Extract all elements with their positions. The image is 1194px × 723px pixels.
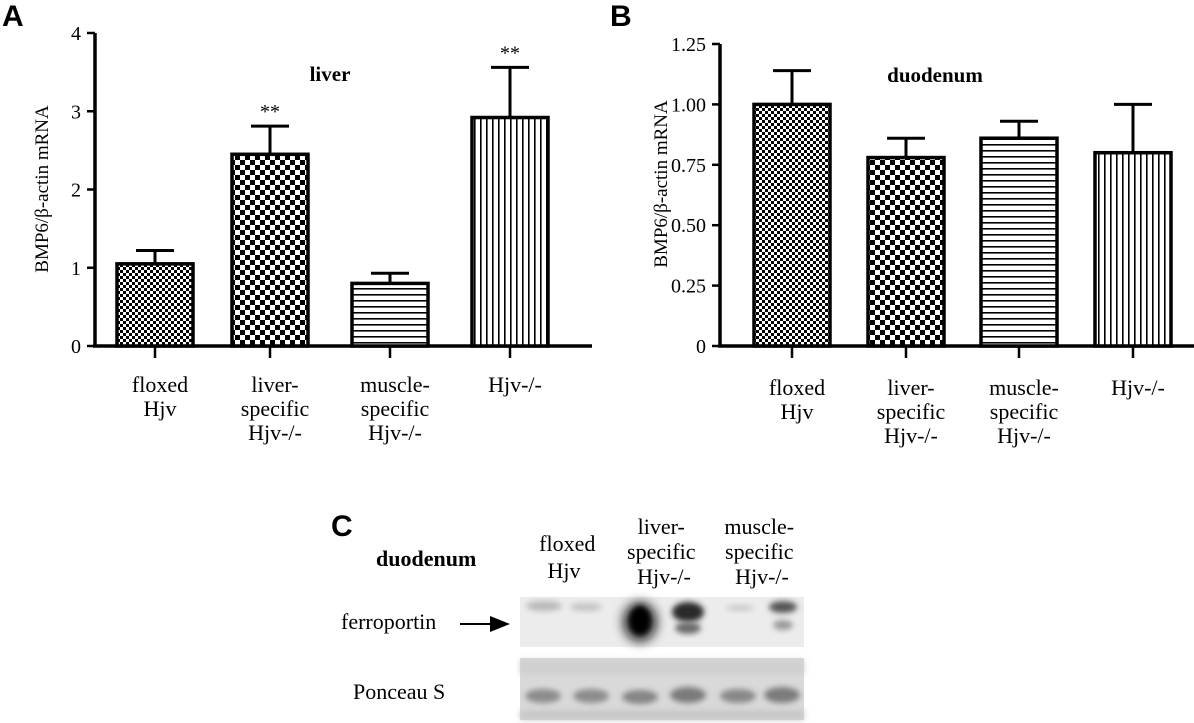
ferroportin-blot-image: [520, 597, 804, 647]
chart-title: liver: [310, 62, 351, 86]
panel-label-a: A: [2, 0, 24, 33]
x-tick-label-line: Hjv-/-: [997, 423, 1051, 448]
x-tick-label-line: specific: [990, 399, 1059, 424]
chart-b: 0 0.25 0.50 0.75 1.00 1.25 duodenum BMP6/β-acti…: [651, 34, 1194, 448]
x-tick-label-line: Hjv-/-: [248, 420, 302, 445]
blot-lane-label-muscle: muscle- specific Hjv-/-: [724, 514, 799, 589]
y-tick-label: 4: [71, 23, 81, 45]
bar: [866, 155, 946, 348]
x-tick-label-line: floxed: [132, 372, 188, 397]
panel-label-b: B: [610, 0, 632, 33]
x-tick-label-line: Hjv-/-: [488, 372, 542, 397]
blot-lane-label-line: specific: [627, 539, 696, 564]
x-tick-label: liver-specific Hjv-/-: [241, 372, 310, 445]
significance-label: **: [500, 42, 520, 64]
x-tick-label: Hjv-/-: [488, 372, 542, 397]
x-tick-label-line: Hjv: [781, 399, 814, 424]
y-tick-label: 0.25: [671, 276, 706, 298]
blot-row-label-ferroportin: ferroportin: [341, 609, 436, 634]
x-tick-label-line: floxed: [769, 375, 825, 400]
x-tick-label-line: specific: [241, 396, 310, 421]
y-tick-label: 0.50: [671, 215, 706, 237]
blot-lane-label-line: liver-: [638, 514, 685, 539]
x-tick-label-line: muscle-: [989, 375, 1059, 400]
ponceau-blot-image: [520, 658, 804, 720]
y-tick-label: 0: [71, 336, 81, 358]
x-tick-label-line: Hjv-/-: [1111, 375, 1165, 400]
bar: [979, 136, 1059, 348]
x-tick-label-line: Hjv-/-: [884, 423, 938, 448]
panel-label-c: C: [331, 510, 353, 543]
x-tick-label-line: specific: [877, 399, 946, 424]
blot-tissue-label: duodenum: [376, 546, 476, 571]
western-blot-panel: duodenum floxed Hjv liver- specific Hjv-…: [341, 514, 804, 720]
x-tick-label-line: Hjv-/-: [368, 420, 422, 445]
x-tick-label: floxed Hjv: [132, 372, 188, 421]
y-axis-label: BMP6/β-actin mRNA: [651, 100, 672, 268]
blot-lane-label-liver: liver- specific Hjv-/-: [627, 514, 701, 589]
blot-lane-label-line: Hjv-/-: [735, 564, 789, 589]
blot-lane-label-line: Hjv-/-: [637, 564, 691, 589]
chart-title: duodenum: [887, 63, 983, 87]
x-tick-label: muscle-specific Hjv-/-: [360, 372, 430, 445]
significance-label: **: [260, 101, 280, 123]
x-tick-label: Hjv-/-: [1111, 375, 1165, 400]
blot-row-label-ponceau: Ponceau S: [353, 679, 445, 704]
y-tick-label: 0: [696, 336, 706, 358]
bar: [752, 102, 832, 348]
blot-lane-label-floxed: floxed Hjv: [539, 531, 601, 583]
x-tick-label-line: liver-: [251, 372, 298, 397]
y-axis-label: BMP6/β-actin mRNA: [32, 105, 53, 273]
x-tick-label: floxed Hjv: [769, 375, 825, 424]
y-tick-label: 1.25: [671, 34, 706, 56]
blot-lane-label-line: specific: [725, 539, 794, 564]
y-tick-label: 1: [71, 258, 81, 280]
chart-a: 0 1 2 3 4 liver BMP6/β-actin mRNA floxed Hjv ** li…: [32, 23, 592, 445]
bar: [350, 281, 430, 348]
y-tick-label: 2: [71, 180, 81, 202]
y-tick-label: 0.75: [671, 155, 706, 177]
x-tick-label-line: muscle-: [360, 372, 430, 397]
bar: [470, 115, 550, 348]
blot-lane-label-line: muscle-: [724, 514, 794, 539]
x-tick-label-line: specific: [361, 396, 430, 421]
y-tick-label: 1.00: [671, 94, 706, 116]
x-tick-label: liver-specific Hjv-/-: [877, 375, 946, 448]
blot-lane-label-line: floxed: [539, 531, 595, 556]
x-tick-label: muscle-specific Hjv-/-: [989, 375, 1059, 448]
blot-lane-label-line: Hjv: [548, 558, 581, 583]
y-tick-label: 3: [71, 101, 81, 123]
bar: [230, 152, 310, 348]
x-tick-label-line: Hjv: [144, 396, 177, 421]
bar: [115, 262, 195, 348]
x-tick-label-line: liver-: [887, 375, 934, 400]
bar: [1093, 150, 1173, 348]
